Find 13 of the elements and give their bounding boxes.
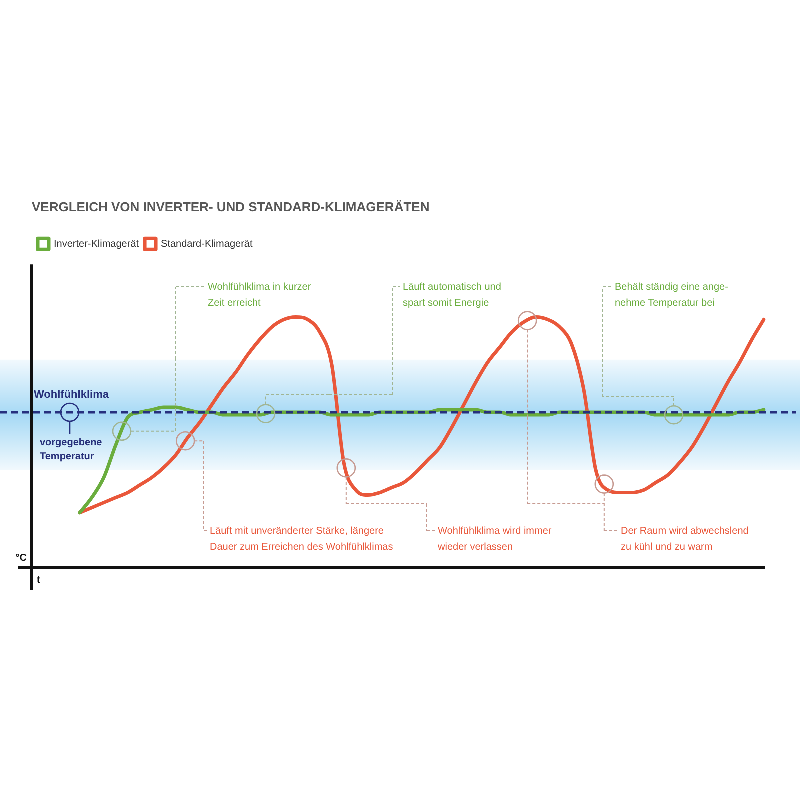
x-axis-title: t [37, 574, 41, 586]
annotation: Wohlfühlklima wird immer wieder verlassen [437, 526, 552, 553]
chart-title: VERGLEICH VON INVERTER- UND STANDARD-KLIMAGERÄTEN [32, 199, 430, 214]
legend-label: Inverter-Klimagerät [54, 238, 140, 250]
y-axis-title: °C [16, 552, 27, 564]
band-label: Wohlfühlklima [34, 389, 110, 402]
annotation: Läuft mit unveränderter Stärke, längere Dauer zum Erreichen des Wohlfühlklimas [210, 526, 394, 553]
text: Behält ständig eine ange- nehme Temperatur bei [615, 282, 728, 309]
ref-line-label: vorgegebene Temperatur [40, 437, 103, 462]
annotation: Der Raum wird abwechslend zu kühl und zu warm [621, 526, 749, 553]
text: Läuft automatisch und spart somit Energie [403, 282, 502, 309]
legend-label: Standard-Klimagerät [161, 238, 253, 250]
text: Wohlfühlklima in kurzer Zeit erreicht [208, 282, 312, 309]
